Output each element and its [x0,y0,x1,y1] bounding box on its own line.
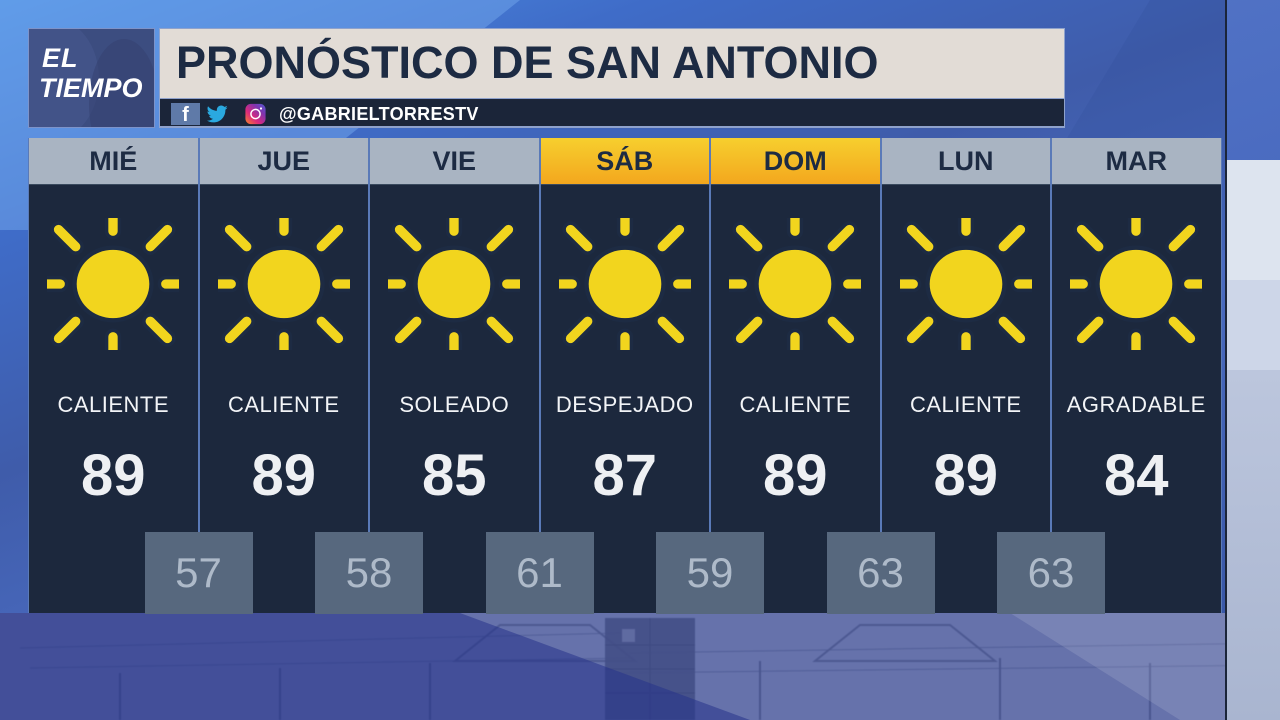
svg-text:f: f [182,104,189,125]
